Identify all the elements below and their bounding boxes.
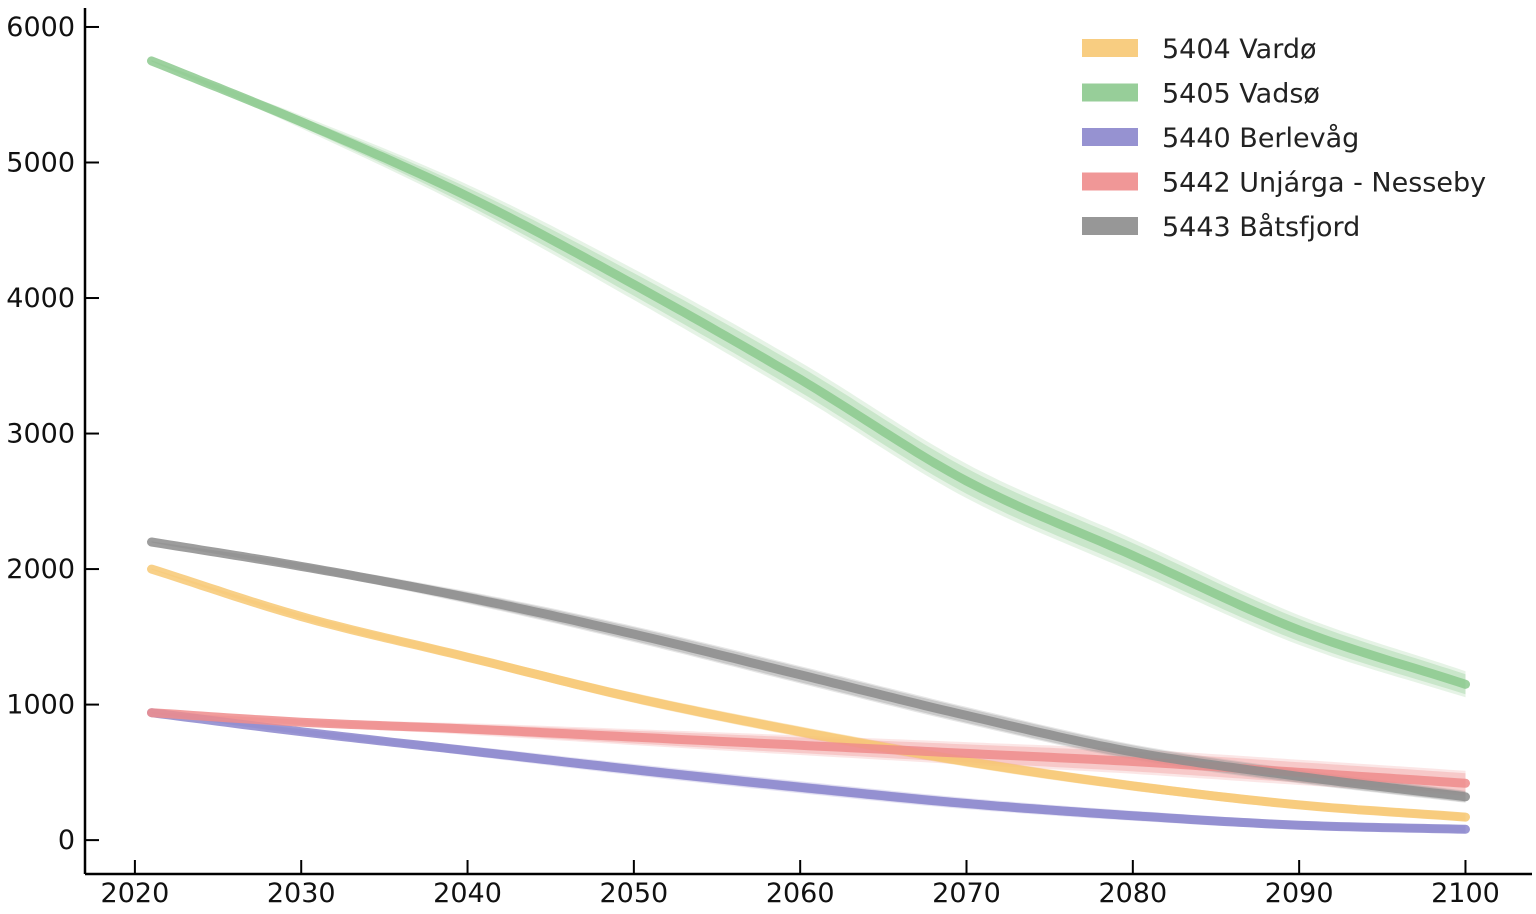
legend-swatch-0 [1082,39,1138,57]
y-tick-label: 6000 [6,12,75,43]
x-tick-label: 2090 [1265,878,1334,909]
x-tick-label: 2020 [101,878,170,909]
band-1-inner [151,60,1466,695]
series-line-2 [147,708,1470,834]
x-tick-label: 2070 [932,878,1001,909]
series-lines [147,56,1470,834]
y-tick-label: 4000 [6,283,75,314]
y-tick-label: 1000 [6,690,75,721]
y-tick-label: 0 [58,825,75,856]
band-1-outer [151,60,1466,698]
x-tick-label: 2050 [600,878,669,909]
legend-label-4: 5443 Båtsfjord [1162,212,1360,243]
x-tick-label: 2060 [766,878,835,909]
y-tick-label: 5000 [6,147,75,178]
legend: 5404 Vardø 5405 Vadsø 5440 Berlevåg 5442 Un… [1082,34,1486,243]
x-tick-label: 2080 [1098,878,1167,909]
series-line-0 [147,564,1470,822]
y-tick-label: 3000 [6,419,75,450]
x-tick-label: 2030 [267,878,336,909]
legend-label-2: 5440 Berlevåg [1162,123,1359,154]
legend-label-0: 5404 Vardø [1162,34,1317,65]
legend-label-1: 5405 Vadsø [1162,79,1320,110]
legend-swatch-2 [1082,128,1138,146]
band-4-outer [151,541,1466,803]
legend-label-3: 5442 Unjárga - Nesseby [1162,168,1486,199]
legend-swatch-4 [1082,217,1138,235]
legend-swatch-3 [1082,172,1138,191]
legend-swatch-1 [1082,83,1138,102]
x-tick-label: 2040 [433,878,502,909]
axes: 0 1000 2000 3000 4000 5000 6000 2020 2030 2040 205… [6,8,1532,909]
band-4-inner [151,541,1466,803]
series-line-4 [147,537,1470,802]
series-line-1 [147,56,1470,689]
x-tick-label: 2100 [1431,878,1500,909]
y-tick-label: 2000 [6,554,75,585]
